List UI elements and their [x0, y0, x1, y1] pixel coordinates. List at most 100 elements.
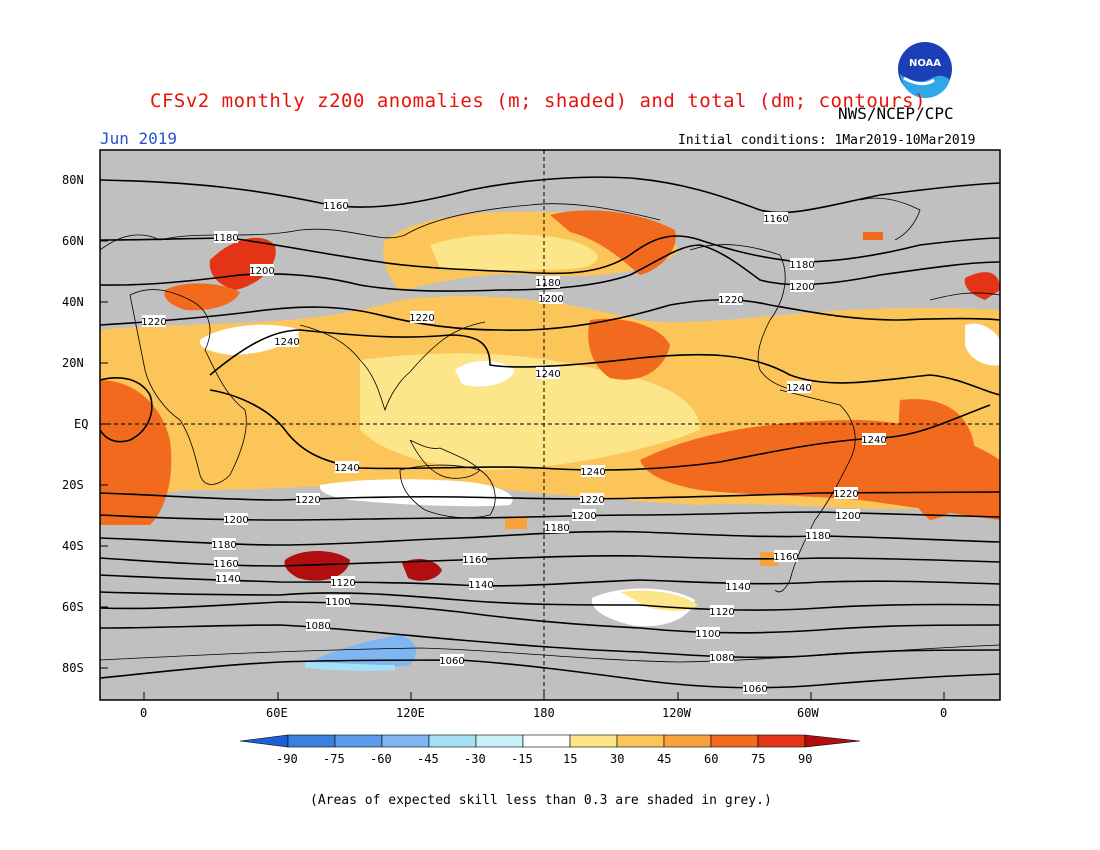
contour-label: 1120 — [709, 607, 734, 618]
contour-label: 1240 — [334, 463, 359, 474]
colorbar-arrow-left — [239, 734, 289, 748]
contour-label: 1220 — [141, 317, 166, 328]
contour-label: 1240 — [535, 369, 560, 380]
contour-label: 1120 — [330, 578, 355, 589]
noaa-logo: NOAA — [895, 39, 955, 99]
colorbar-swatch — [334, 734, 383, 748]
colorbar-swatch — [663, 734, 712, 748]
africa-east-orange — [100, 380, 172, 525]
lon-label: 0 — [140, 706, 148, 720]
contour-label: 1080 — [305, 621, 330, 632]
contour-label: 1160 — [773, 552, 798, 563]
colorbar-label: -90 — [276, 752, 298, 766]
contour-1120-s — [100, 591, 1000, 611]
contour-label: 1100 — [695, 629, 720, 640]
contour-label: 1180 — [544, 523, 569, 534]
indian-ocean-white — [199, 324, 300, 355]
contour-label: 1140 — [725, 582, 750, 593]
east-atlantic-white — [965, 323, 1000, 366]
contour-label: 1180 — [535, 278, 560, 289]
contour-label: 1060 — [439, 656, 464, 667]
lat-label: 60N — [62, 234, 84, 248]
contour-1240-n — [209, 329, 1000, 396]
contour-1220-n — [100, 298, 1000, 332]
contour-label: 1160 — [323, 201, 348, 212]
contour-label: 1240 — [786, 383, 811, 394]
contour-label: 1200 — [789, 282, 814, 293]
colorbar-arrow-right — [804, 734, 861, 748]
contour-label: 1180 — [213, 233, 238, 244]
figure-title: CFSv2 monthly z200 anomalies (m; shaded)… — [150, 90, 927, 112]
lat-label: 20N — [62, 356, 84, 370]
contour-label: 1220 — [833, 489, 858, 500]
colorbar-label: 60 — [704, 752, 719, 766]
forecast-month: Jun 2019 — [100, 129, 178, 148]
contour-1240-eq-w — [100, 377, 153, 443]
lon-label: 0 — [940, 706, 948, 720]
southern-indian-white — [319, 479, 513, 507]
contour-1140-s — [100, 574, 1000, 587]
lon-label: 120W — [662, 706, 691, 720]
atlantic-orange — [898, 399, 975, 520]
tropical-light-band — [360, 353, 700, 470]
contour-label: 1200 — [223, 515, 248, 526]
lat-label: EQ — [74, 417, 89, 431]
colorbar-swatch — [428, 734, 477, 748]
eurasia-light — [430, 234, 598, 271]
colorbar-swatch — [522, 734, 571, 748]
contour-1180-s — [100, 530, 1000, 546]
colorbar-swatch — [381, 734, 430, 748]
antarctic-blue-light — [305, 662, 395, 671]
contour-1180-n — [100, 235, 1000, 275]
lon-label: 120E — [396, 706, 425, 720]
contour-label: 1220 — [295, 495, 320, 506]
colorbar-label: -75 — [323, 752, 345, 766]
colorbar-label: 15 — [563, 752, 578, 766]
south-indian-red-b — [402, 558, 442, 581]
lat-label: 80N — [62, 173, 84, 187]
skill-note: (Areas of expected skill less than 0.3 a… — [310, 793, 772, 808]
contour-label: 1160 — [213, 559, 238, 570]
contour-label: 1220 — [579, 495, 604, 506]
contour-1060-s — [100, 659, 1000, 689]
contour-label: 1240 — [861, 435, 886, 446]
contour-label: 1240 — [580, 467, 605, 478]
colorbar-swatch — [287, 734, 336, 748]
colorbar-swatch — [710, 734, 759, 748]
contour-label: 1180 — [211, 540, 236, 551]
axis-ticks — [100, 179, 945, 700]
lat-label: 80S — [62, 661, 84, 675]
colorbar-swatch — [569, 734, 618, 748]
colorbar-swatch — [616, 734, 665, 748]
lon-label: 180 — [533, 706, 555, 720]
contour-1100-s — [100, 601, 1000, 634]
plot-frame — [99, 149, 1001, 701]
contour-label: 1200 — [835, 511, 860, 522]
arctic-pink-dot — [863, 232, 883, 240]
colorbar — [239, 734, 861, 748]
aus-orange-dot — [505, 517, 527, 529]
contour-label: 1180 — [789, 260, 814, 271]
lat-label: 40N — [62, 295, 84, 309]
contour-1080-s — [100, 624, 1000, 659]
arctic-siberia-orange — [550, 210, 676, 275]
lon-label: 60E — [266, 706, 288, 720]
lat-label: 40S — [62, 539, 84, 553]
colorbar-label: 75 — [751, 752, 766, 766]
logo-text: NOAA — [909, 58, 941, 69]
west-pacific-white — [455, 361, 515, 387]
pacific-north-orange — [588, 318, 670, 380]
lat-label: 60S — [62, 600, 84, 614]
contour-labels: 1160 1180 1200 1220 1240 1180 1200 1220 … — [141, 199, 887, 695]
contour-1160-s — [100, 555, 1000, 567]
contour-label: 1160 — [763, 214, 788, 225]
contour-label: 1180 — [805, 531, 830, 542]
contour-label: 1240 — [274, 337, 299, 348]
colorbar-swatch — [757, 734, 806, 748]
south-indian-red-a — [284, 551, 350, 581]
contour-label: 1100 — [325, 597, 350, 608]
lon-label: 60W — [797, 706, 819, 720]
colorbar-label: -15 — [511, 752, 533, 766]
colorbar-label: 30 — [610, 752, 625, 766]
